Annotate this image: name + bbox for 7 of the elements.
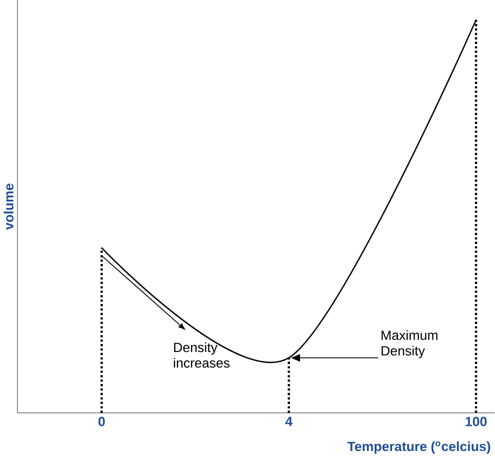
x-tick-label: 0	[98, 416, 105, 426]
y-axis-title: volume	[4, 183, 14, 230]
x-tick-label: 4	[285, 416, 292, 426]
annotation: Maximum Density	[382, 330, 438, 358]
annotation: Density increases	[174, 342, 230, 368]
x-tick-label: 100	[466, 416, 487, 426]
x-axis-title: Temperature ($^{o}$celcius)	[347, 441, 490, 454]
